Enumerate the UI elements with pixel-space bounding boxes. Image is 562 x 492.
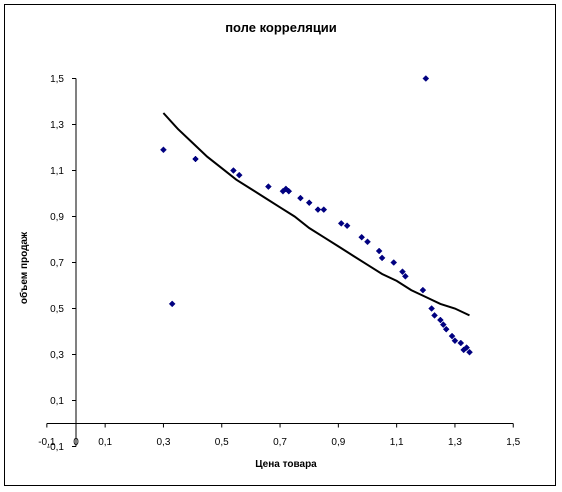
data-point [230, 167, 237, 174]
y-tick-label: 1,1 [50, 166, 64, 177]
data-point [442, 325, 450, 333]
data-point [305, 199, 313, 207]
data-point [364, 238, 371, 246]
x-tick-label: 1,1 [390, 437, 404, 448]
y-tick-label: 0,7 [50, 258, 64, 269]
data-point [265, 183, 272, 190]
data-point [235, 171, 243, 179]
data-point [457, 339, 465, 347]
data-point [419, 286, 427, 294]
data-point [285, 187, 293, 195]
data-point [466, 348, 473, 356]
data-point [437, 316, 444, 324]
x-tick-label: 1,3 [448, 437, 462, 448]
x-tick-label: -0,1 [38, 437, 56, 448]
data-point [375, 247, 383, 255]
data-point [463, 344, 470, 351]
data-point [451, 337, 459, 345]
data-point [422, 75, 430, 82]
trend-line [162, 112, 470, 317]
chart-area [4, 4, 556, 486]
data-point [448, 332, 456, 340]
y-tick-label: 0,1 [50, 396, 64, 407]
data-point [439, 321, 447, 328]
x-tick-label: 0,9 [331, 437, 345, 448]
data-point [192, 155, 199, 163]
data-point [428, 305, 435, 312]
data-point [378, 254, 386, 262]
data-point [337, 220, 345, 227]
data-point [168, 300, 176, 308]
data-point [314, 206, 322, 213]
y-tick-label: 1,5 [50, 74, 64, 85]
x-tick-label: 0,1 [98, 437, 112, 448]
y-tick-label: 1,3 [50, 120, 64, 131]
x-tick-label: 0 [73, 437, 79, 448]
data-point [320, 206, 328, 213]
y-tick-label: 0,5 [50, 304, 64, 315]
data-point [160, 146, 167, 154]
data-point [358, 233, 366, 241]
data-point [399, 268, 406, 276]
y-tick-label: 0,9 [50, 212, 64, 223]
y-axis-label: объем продаж [19, 231, 30, 305]
data-point [343, 222, 351, 230]
y-tick-label: 0,3 [50, 350, 64, 361]
chart-title: поле корреляции [225, 20, 337, 35]
data-point [390, 259, 398, 266]
x-axis-label: Цена товара [255, 459, 317, 470]
data-point [297, 194, 304, 202]
x-tick-label: 0,7 [273, 437, 287, 448]
data-point [402, 272, 409, 280]
x-tick-label: 1,5 [506, 437, 520, 448]
x-tick-label: 0,5 [215, 437, 229, 448]
x-tick-label: 0,3 [156, 437, 170, 448]
data-point [431, 312, 438, 319]
y-tick-label: -0,1 [47, 442, 65, 453]
